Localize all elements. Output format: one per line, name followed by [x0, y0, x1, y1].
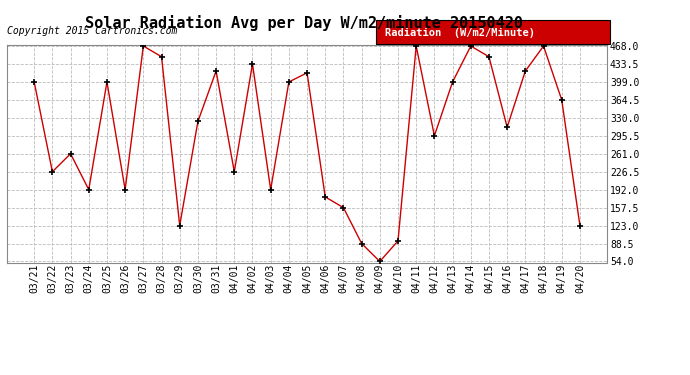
- FancyBboxPatch shape: [376, 20, 610, 44]
- Text: Solar Radiation Avg per Day W/m2/minute 20150420: Solar Radiation Avg per Day W/m2/minute …: [85, 15, 522, 31]
- Text: Copyright 2015 Cartronics.com: Copyright 2015 Cartronics.com: [7, 26, 177, 36]
- Text: Radiation  (W/m2/Minute): Radiation (W/m2/Minute): [385, 28, 535, 38]
